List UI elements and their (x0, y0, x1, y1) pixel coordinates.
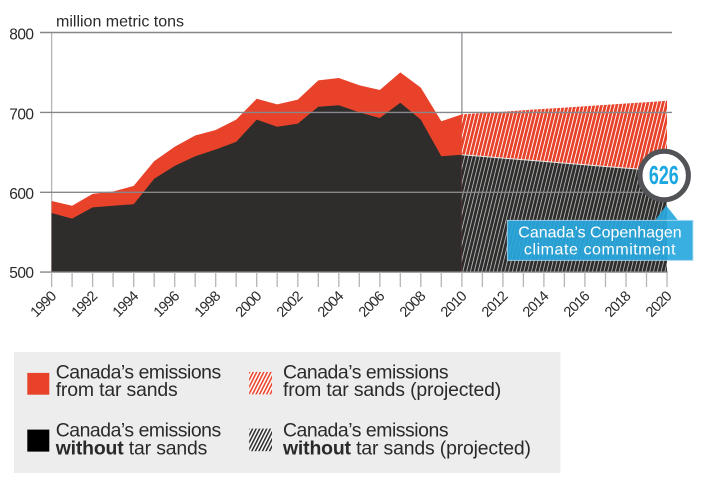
svg-text:Canada’s emissions: Canada’s emissions (283, 420, 448, 442)
svg-text:Canada’s emissions: Canada’s emissions (283, 361, 448, 383)
svg-text:2014: 2014 (520, 288, 552, 320)
svg-text:2006: 2006 (356, 288, 388, 320)
svg-text:climate commitment: climate commitment (524, 241, 676, 258)
svg-text:2020: 2020 (643, 288, 675, 320)
svg-text:800: 800 (9, 27, 34, 44)
svg-text:from tar sands: from tar sands (56, 379, 178, 401)
svg-text:1998: 1998 (192, 288, 224, 320)
svg-text:2018: 2018 (602, 288, 634, 320)
svg-text:600: 600 (9, 186, 34, 203)
svg-text:2016: 2016 (561, 288, 593, 320)
svg-text:million metric tons: million metric tons (56, 14, 184, 31)
svg-text:500: 500 (9, 265, 34, 282)
svg-text:2012: 2012 (479, 288, 511, 320)
svg-text:2000: 2000 (233, 288, 265, 320)
svg-text:Canada’s emissions: Canada’s emissions (56, 420, 221, 442)
svg-text:2010: 2010 (438, 288, 470, 320)
svg-text:2004: 2004 (315, 288, 347, 320)
svg-text:626: 626 (649, 161, 679, 190)
svg-text:without tar sands (projected): without tar sands (projected) (282, 437, 531, 459)
svg-text:700: 700 (9, 106, 34, 123)
svg-text:2008: 2008 (397, 288, 429, 320)
svg-text:Canada’s Copenhagen: Canada’s Copenhagen (518, 224, 681, 241)
svg-text:2002: 2002 (274, 288, 306, 320)
svg-text:1992: 1992 (69, 288, 101, 320)
svg-text:1996: 1996 (151, 288, 183, 320)
svg-text:Canada’s emissions: Canada’s emissions (56, 361, 221, 383)
svg-text:from tar sands (projected): from tar sands (projected) (283, 379, 501, 401)
svg-text:1990: 1990 (28, 288, 60, 320)
svg-text:without tar sands: without tar sands (55, 437, 208, 459)
svg-text:1994: 1994 (110, 288, 142, 320)
